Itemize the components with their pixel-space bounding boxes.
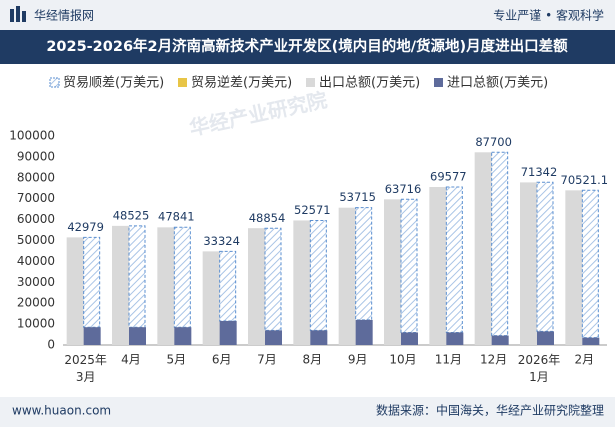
value-label: 48525	[113, 208, 150, 222]
legend-swatch	[178, 78, 187, 87]
value-label: 48854	[249, 211, 286, 225]
value-label: 63716	[385, 182, 422, 196]
import-bar	[83, 327, 101, 345]
x-tick-label: 11月	[435, 353, 462, 367]
import-bar	[265, 330, 282, 345]
y-tick-label: 50000	[17, 233, 55, 247]
x-tick-label: 6月	[212, 353, 232, 367]
y-tick-label: 30000	[17, 275, 55, 289]
y-tick-label: 10000	[17, 317, 55, 331]
import-bar	[129, 327, 146, 345]
legend-label: 进口总额(万美元)	[447, 76, 548, 91]
y-tick-label: 20000	[17, 296, 55, 310]
footer-bar	[0, 397, 615, 427]
value-label: 87700	[475, 135, 512, 149]
y-tick-label: 70000	[17, 191, 55, 205]
logo	[10, 9, 14, 22]
legend-label: 贸易逆差(万美元)	[191, 75, 292, 91]
footer-source: 数据来源：中国海关，华经产业研究院整理	[376, 403, 604, 418]
value-label: 71342	[521, 165, 558, 179]
import-bar	[401, 332, 418, 345]
value-label: 42979	[67, 220, 104, 234]
legend-label: 贸易顺差(万美元)	[63, 76, 164, 91]
x-tick-label: 9月	[348, 353, 368, 367]
surplus-bar	[219, 250, 237, 322]
header-bar	[0, 0, 615, 30]
x-tick-label: 2026年 1月	[518, 353, 561, 384]
legend-swatch	[434, 78, 443, 87]
footer-site: www.huaon.com	[12, 404, 111, 418]
value-label: 70521.1	[561, 173, 609, 187]
value-label: 47841	[158, 210, 195, 224]
x-tick-label: 8月	[303, 353, 323, 367]
surplus-bar	[445, 186, 463, 333]
y-tick-label: 0	[47, 338, 55, 352]
y-tick-label: 60000	[17, 212, 55, 226]
chart-title: 2025-2026年2月济南高新技术产业开发区(境内目的地/货源地)月度进出口差…	[46, 37, 568, 55]
x-tick-label: 2月	[575, 353, 595, 367]
surplus-bar	[491, 151, 509, 337]
import-bar	[446, 332, 464, 345]
import-bar	[355, 319, 373, 345]
surplus-bar	[309, 219, 327, 331]
y-tick-label: 100000	[9, 129, 55, 143]
import-bar	[582, 337, 600, 345]
value-label: 33324	[203, 234, 240, 248]
x-tick-label: 2025年 3月	[64, 353, 107, 384]
value-label: 52571	[294, 203, 331, 217]
x-tick-label: 12月	[480, 353, 507, 367]
logo	[22, 11, 26, 22]
surplus-bar	[128, 225, 146, 328]
brand: 华经情报网	[34, 8, 94, 23]
import-bar	[174, 327, 192, 345]
import-bar	[310, 330, 328, 345]
x-tick-label: 4月	[121, 353, 141, 367]
x-tick-label: 5月	[167, 353, 187, 367]
surplus-bar	[355, 207, 373, 321]
import-bar	[537, 331, 554, 345]
surplus-bar	[536, 181, 554, 332]
x-tick-label: 10月	[389, 353, 416, 367]
surplus-bar	[173, 226, 191, 328]
surplus-bar	[400, 198, 418, 333]
logo	[16, 6, 20, 22]
legend-swatch	[306, 78, 315, 87]
value-label: 69577	[430, 170, 467, 184]
watermark: 华经产业研究院	[187, 88, 329, 141]
legend-swatch	[49, 77, 60, 88]
y-tick-label: 40000	[17, 254, 55, 268]
y-tick-label: 90000	[17, 149, 55, 163]
legend-label: 出口总额(万美元)	[319, 76, 420, 91]
title-bar	[0, 30, 615, 64]
y-tick-label: 80000	[17, 170, 55, 184]
surplus-bar	[581, 189, 599, 339]
value-label: 53715	[339, 190, 376, 204]
import-bar	[491, 335, 509, 345]
import-bar	[219, 320, 237, 345]
surplus-bar	[83, 236, 101, 328]
slogan: 专业严谨 • 客观科学	[493, 8, 604, 23]
surplus-bar	[264, 227, 282, 331]
x-tick-label: 7月	[257, 353, 277, 367]
